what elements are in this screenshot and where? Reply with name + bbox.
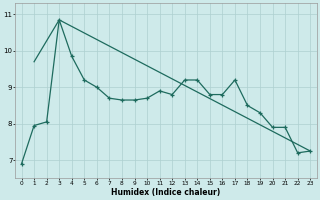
X-axis label: Humidex (Indice chaleur): Humidex (Indice chaleur) bbox=[111, 188, 220, 197]
